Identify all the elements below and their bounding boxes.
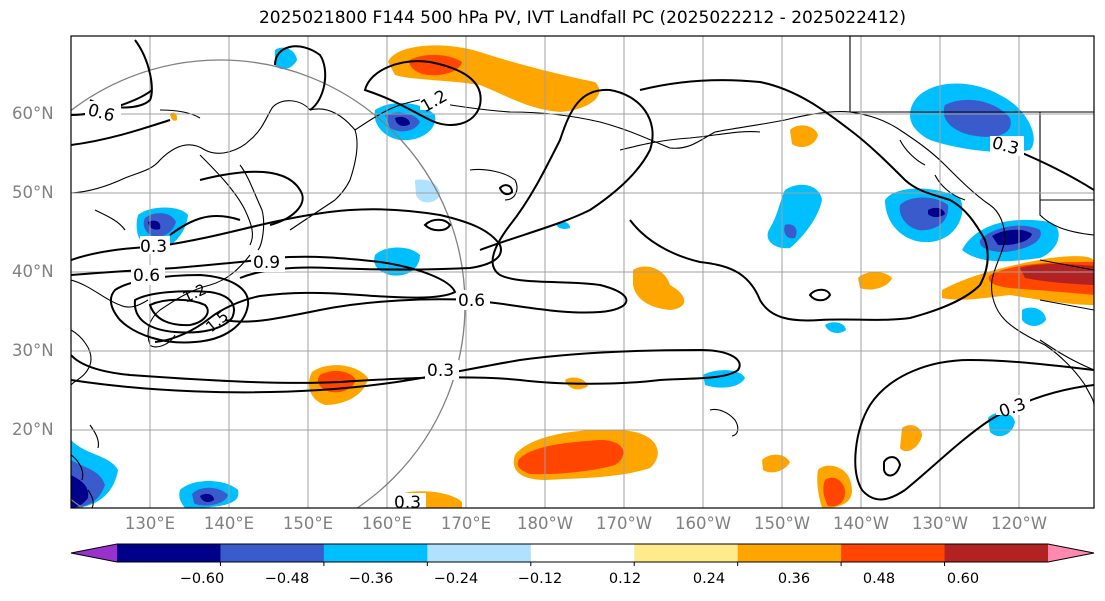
contour-1.5-japan [133, 290, 235, 334]
lon-label-150w: 150°W [753, 514, 811, 533]
contour-label: 0.3 [427, 361, 454, 381]
lat-label-60n: 60°N [12, 104, 54, 123]
lon-label-130e: 130°E [124, 514, 176, 533]
colorbar-segment [530, 544, 635, 562]
positive-anomaly-shading [170, 45, 1094, 508]
contour-0.9 [71, 255, 457, 343]
contour-label: 0.3 [140, 237, 167, 257]
lon-label-180w: 180°W [516, 514, 574, 533]
lat-label-40n: 40°N [12, 262, 54, 281]
lat-label-30n: 30°N [12, 341, 54, 360]
lon-label-170w: 170°W [595, 514, 653, 533]
contour-label: 0.6 [458, 291, 485, 311]
colorbar-segment [117, 544, 221, 562]
contour-0.6-midpac [224, 88, 654, 323]
contour-0.6-ring [71, 208, 502, 279]
colorbar-tick-label: 0.48 [862, 571, 896, 587]
contour-1.2-north [363, 60, 482, 126]
contour-1.8-japan [148, 298, 209, 327]
colorbar-segment [427, 544, 532, 562]
colorbar-tick-label: −0.36 [348, 571, 394, 587]
colorbar-segment [323, 544, 428, 562]
lon-label-160w: 160°W [674, 514, 732, 533]
colorbar-extend-low [71, 544, 117, 562]
colorbar-tick-label: 0.36 [777, 571, 811, 587]
lon-label-130w: 130°W [911, 514, 969, 533]
colorbar-tick-label: 0.12 [608, 571, 642, 587]
colorbar-tick-label: −0.12 [517, 571, 563, 587]
colorbar-tick-label: 0.24 [692, 571, 726, 587]
contour-1.2-japan [109, 273, 250, 344]
lat-label-50n: 50°N [12, 183, 54, 202]
colorbar-segment [220, 544, 325, 562]
colorbar-segment [841, 544, 946, 562]
colorbar-extend-high [1048, 544, 1094, 562]
neg-blob-midpac [767, 184, 822, 249]
lat-label-20n: 20°N [12, 420, 54, 439]
colorbar-segment [944, 544, 1049, 562]
colorbar-segment [634, 544, 739, 562]
colorbar-tick-label: −0.48 [264, 571, 310, 587]
contour-label: 0.6 [133, 266, 160, 286]
chart-title: 2025021800 F144 500 hPa PV, IVT Landfall… [258, 8, 906, 28]
colorbar-tick-label: −0.24 [433, 571, 479, 587]
lon-label-150e: 150°E [282, 514, 334, 533]
lon-label-140w: 140°W [832, 514, 890, 533]
pv-contours [71, 39, 1094, 501]
lon-label-140e: 140°E [203, 514, 255, 533]
contour-0.6-east [629, 79, 989, 322]
colorbar-tick-label: −0.60 [179, 571, 225, 587]
colorbar-tick-label: 0.60 [946, 571, 980, 587]
lon-label-120w: 120°W [990, 514, 1048, 533]
contour-0.3-main [71, 348, 741, 394]
colorbar-segment [737, 544, 842, 562]
lon-label-170e: 170°E [440, 514, 492, 533]
contour-0.3-east [854, 358, 1094, 501]
colorbar-outline [70, 543, 1095, 563]
gridlines [71, 36, 1094, 508]
contour-label: 0.3 [394, 493, 421, 513]
coastlines [71, 36, 1094, 508]
contour-label: 0.9 [253, 253, 280, 273]
lon-label-160e: 160°E [361, 514, 413, 533]
map-frame [70, 35, 1095, 509]
